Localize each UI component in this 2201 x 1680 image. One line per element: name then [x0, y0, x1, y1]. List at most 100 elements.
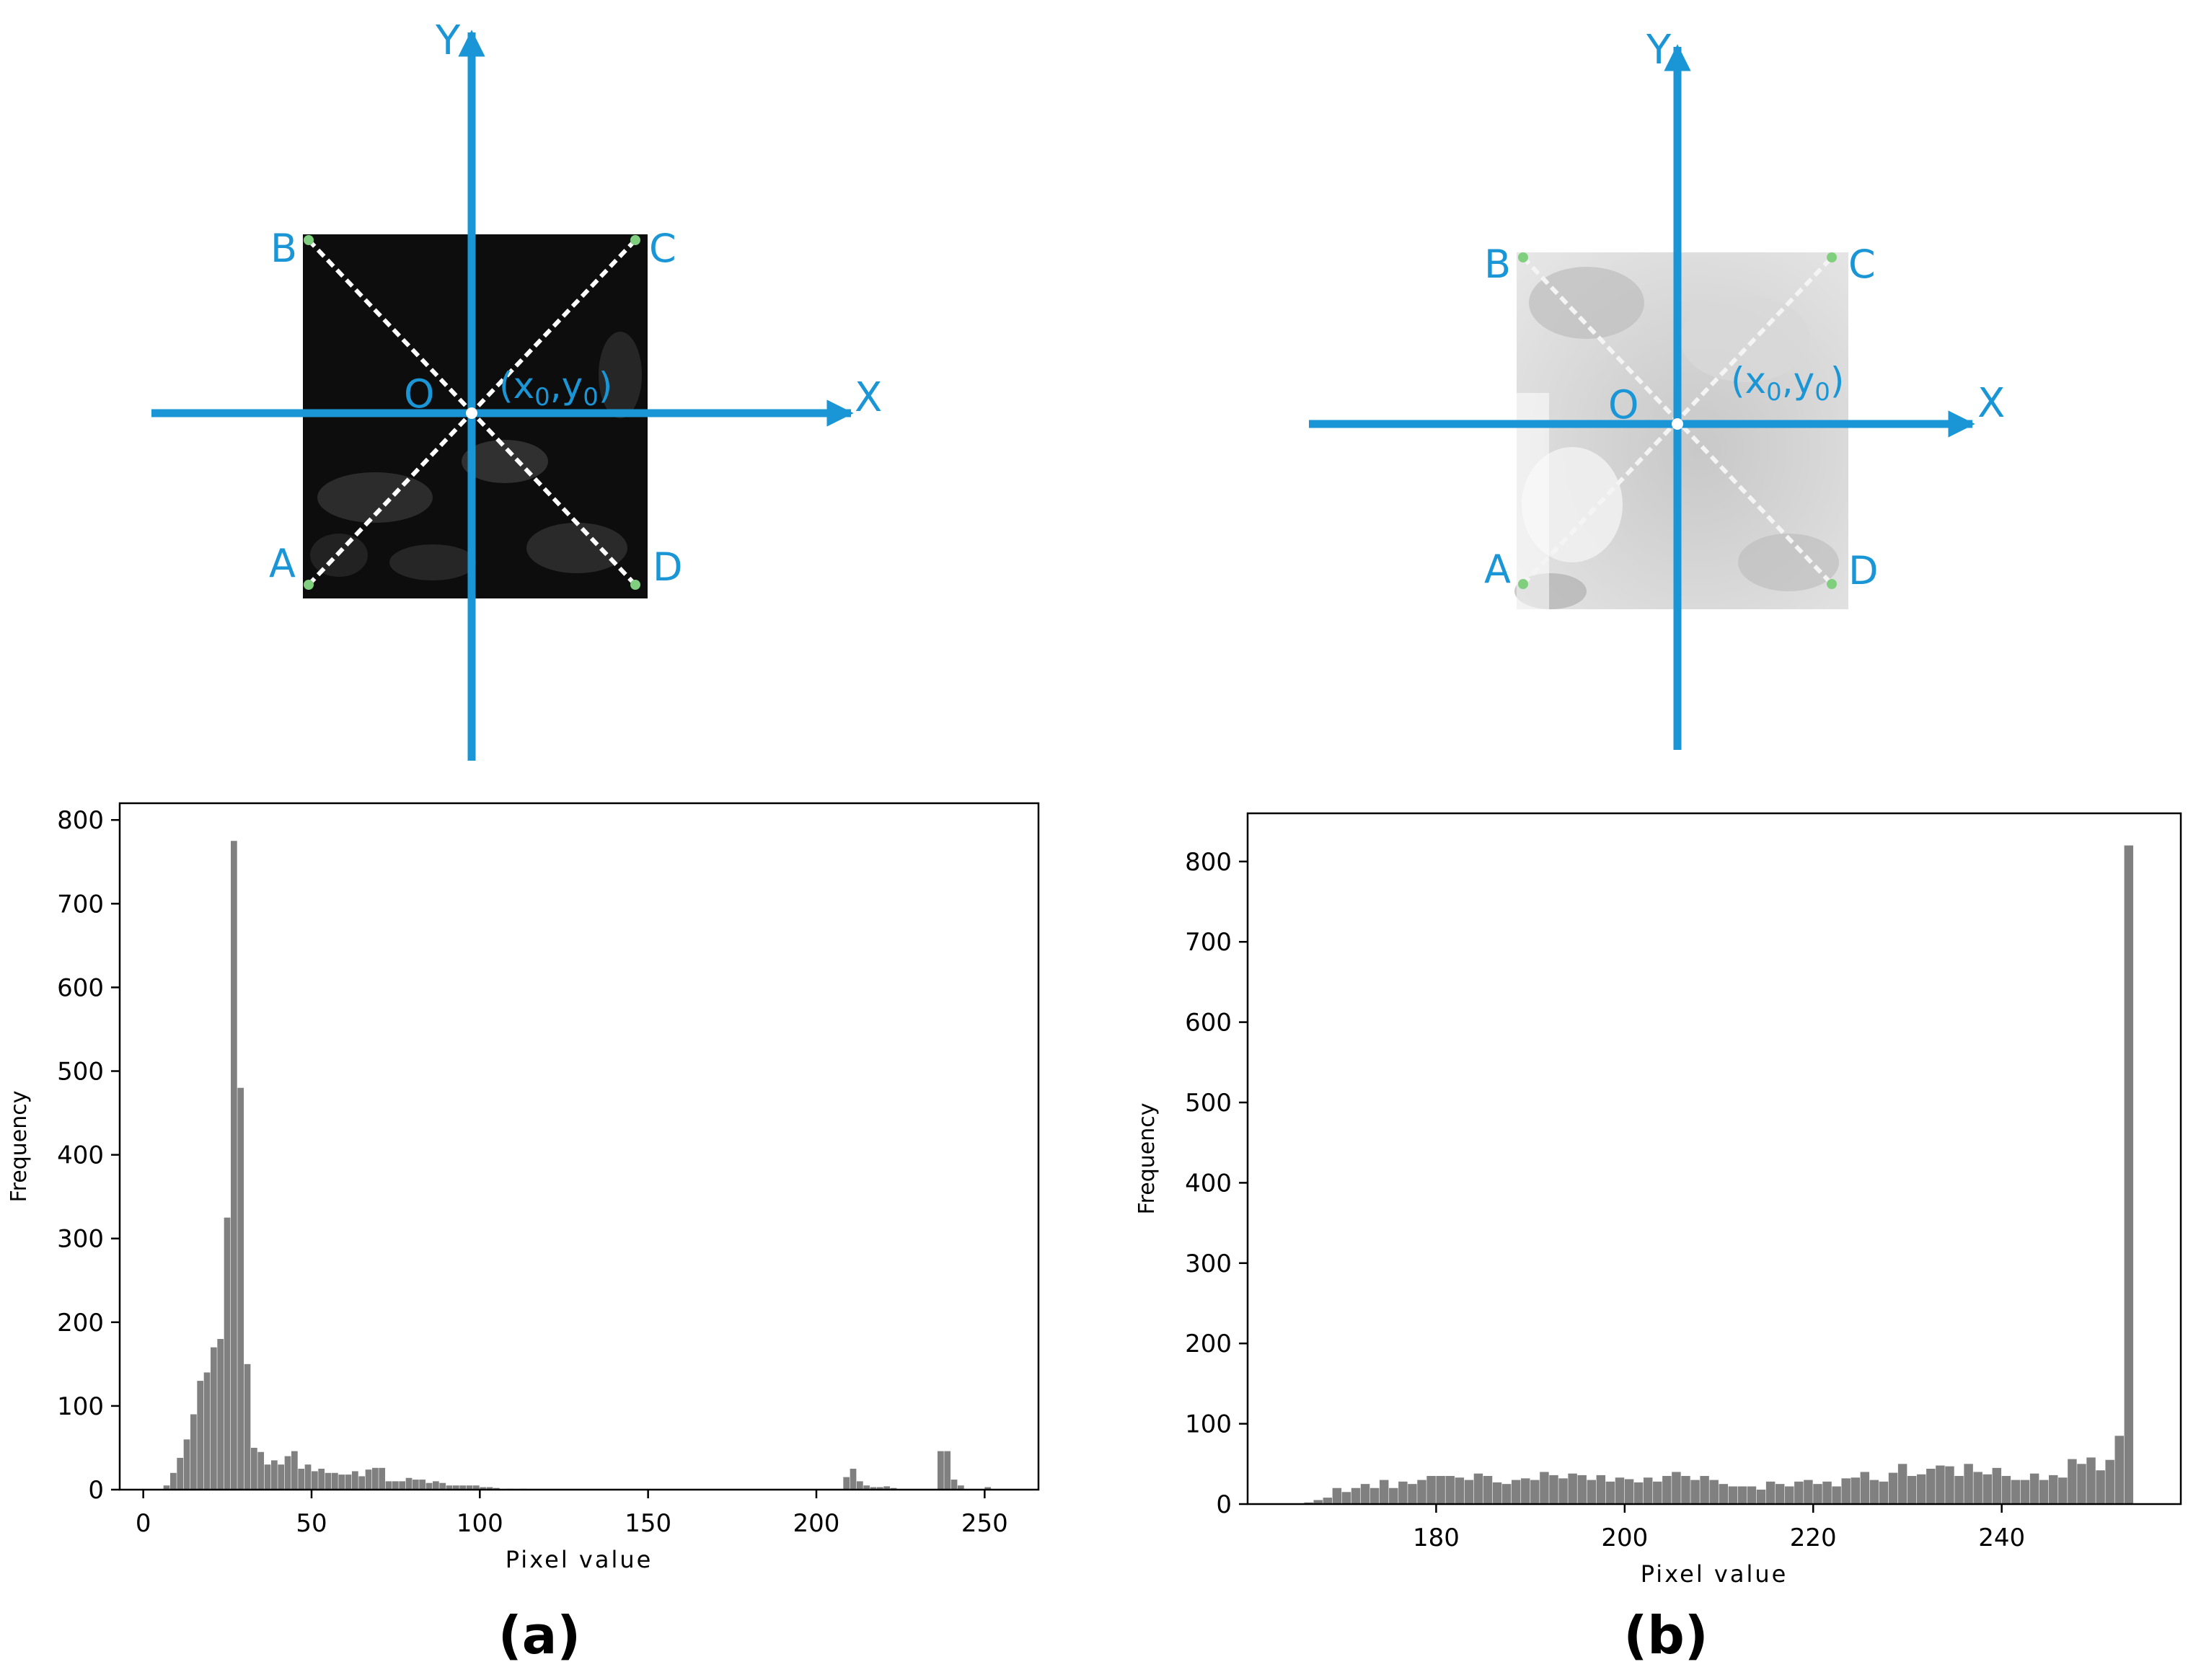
histogram-bar: [453, 1485, 459, 1490]
point-a-marker: [1518, 579, 1528, 589]
point-b-marker: [304, 235, 314, 245]
histogram-bar: [486, 1487, 493, 1490]
x-tick-label: 150: [625, 1509, 671, 1538]
origin-point: [466, 407, 477, 419]
histogram-bar: [224, 1217, 231, 1490]
histogram-bar: [1897, 1464, 1907, 1504]
x-tick-label: 180: [1413, 1524, 1460, 1552]
histogram-bar: [1549, 1475, 1558, 1504]
histogram-bar: [1417, 1480, 1426, 1504]
y-tick-label: 600: [57, 973, 104, 1002]
histogram-bar: [1323, 1498, 1333, 1504]
histogram-bar: [446, 1485, 453, 1490]
point-a-marker: [304, 580, 314, 590]
histogram-bar: [345, 1475, 352, 1490]
histogram-bar: [2086, 1457, 2096, 1504]
histogram-bar: [170, 1472, 177, 1490]
histogram-bar: [1841, 1478, 1851, 1504]
point-b-label: B: [270, 226, 297, 271]
histogram-bar: [1558, 1478, 1568, 1504]
origin-label: O: [404, 371, 435, 417]
histogram-bar: [2114, 1436, 2124, 1504]
histogram-bar: [2105, 1459, 2114, 1504]
histogram-bar: [304, 1464, 312, 1490]
x-axis-label: X: [855, 374, 882, 421]
histogram-bar: [338, 1475, 345, 1490]
y-tick-label: 800: [1185, 848, 1232, 877]
histogram-bar: [2077, 1464, 2086, 1504]
histogram-bar: [1869, 1480, 1879, 1504]
histogram-b: 180 200 220 240 0 100 200 300 400 500 600 700 800 Pix…: [1134, 812, 2182, 1588]
y-tick-label: 400: [1185, 1169, 1232, 1198]
panel-caption-b: (b): [1623, 1605, 1708, 1666]
histogram-bar: [850, 1468, 857, 1490]
y-tick-label: 800: [57, 806, 104, 835]
histogram-bar: [938, 1451, 944, 1490]
histogram-bar: [1888, 1472, 1898, 1504]
histogram-bar: [1624, 1479, 1634, 1504]
histogram-bar: [1360, 1484, 1370, 1504]
histogram-a: 0 50 100 150 200 250 0 100 200 300 400 500 600 700 800…: [6, 802, 1040, 1573]
histogram-bar: [365, 1469, 372, 1490]
histogram-bar: [1992, 1467, 2002, 1504]
histogram-bar: [1765, 1481, 1776, 1504]
point-b-marker: [1518, 252, 1528, 262]
histogram-bar: [2029, 1473, 2039, 1504]
y-tick-label: 500: [57, 1058, 104, 1087]
y-tick-label: 100: [57, 1392, 104, 1421]
x-axis-title: Pixel value: [1641, 1560, 1788, 1588]
origin-label: O: [1608, 382, 1639, 428]
histogram-bar: [1540, 1472, 1549, 1504]
histogram-bar: [1964, 1464, 1973, 1504]
histogram-bar: [405, 1477, 413, 1490]
histogram-bar: [325, 1472, 332, 1490]
y-tick-label: 0: [88, 1476, 104, 1505]
histogram-bar: [385, 1481, 392, 1490]
histogram-bar: [1615, 1477, 1625, 1504]
y-tick-label: 700: [1185, 928, 1232, 957]
y-tick-label: 200: [1185, 1330, 1232, 1358]
histogram-bar: [958, 1485, 964, 1490]
y-tick-label: 600: [1185, 1009, 1232, 1038]
point-a-label: A: [1484, 547, 1511, 592]
histogram-bar: [413, 1480, 419, 1490]
histogram-bar: [244, 1363, 251, 1490]
point-b-label: B: [1484, 242, 1511, 287]
point-d-marker: [630, 580, 640, 590]
y-tick-label: 0: [1216, 1490, 1232, 1519]
x-tick-label: 0: [136, 1509, 151, 1538]
histogram-bar: [1436, 1476, 1445, 1504]
y-tick-label: 700: [57, 890, 104, 919]
x-axis-label: X: [1977, 380, 2005, 427]
histogram-bar: [877, 1487, 883, 1490]
point-c-marker: [630, 235, 640, 245]
histogram-bar: [1369, 1487, 1380, 1504]
y-tick-label: 400: [57, 1141, 104, 1170]
histogram-bar: [1785, 1486, 1794, 1504]
histogram-bar: [1879, 1481, 1889, 1504]
point-d-label: D: [653, 544, 683, 590]
histogram-bar: [459, 1485, 467, 1490]
histogram-bar: [2068, 1459, 2077, 1504]
histogram-bar: [1577, 1475, 1587, 1504]
x-tick-label: 200: [793, 1509, 840, 1538]
y-tick-label: 500: [1185, 1089, 1232, 1118]
histogram-bar: [1398, 1481, 1408, 1504]
histogram-bar: [1756, 1489, 1766, 1504]
x-tick-label: 200: [1601, 1524, 1648, 1552]
histogram-bar: [278, 1464, 285, 1490]
histogram-bar: [1945, 1466, 1954, 1504]
x-tick-label: 250: [961, 1509, 1008, 1538]
histogram-bar: [291, 1451, 298, 1490]
histogram-bar: [372, 1467, 379, 1490]
histogram-bar: [950, 1480, 958, 1490]
histogram-bar: [883, 1486, 891, 1490]
histogram-bar: [271, 1460, 278, 1490]
histogram-bar: [1568, 1473, 1577, 1504]
histogram-bar: [1813, 1484, 1822, 1504]
histogram-bar: [1483, 1476, 1493, 1504]
histogram-bar: [857, 1481, 863, 1490]
histogram-bar: [264, 1464, 271, 1490]
histogram-bar: [1587, 1480, 1597, 1504]
